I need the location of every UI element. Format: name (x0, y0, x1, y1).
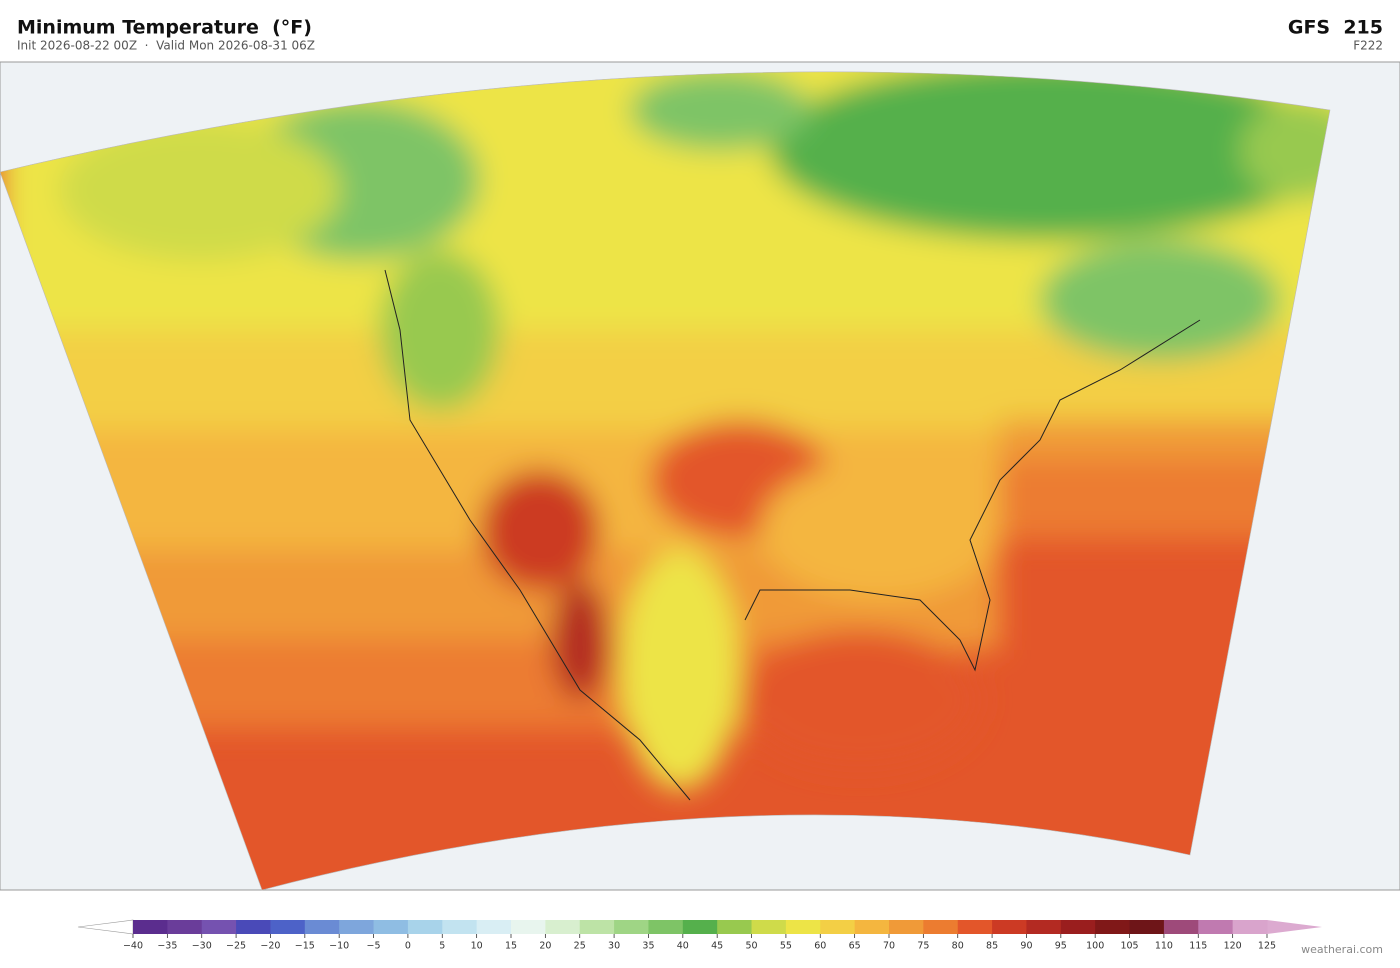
colorbar-tick-label: 120 (1224, 941, 1242, 952)
colorbar-segment (1060, 920, 1096, 934)
colorbar-tick-label: 25 (574, 941, 586, 952)
colorbar-tick-label: 125 (1258, 941, 1276, 952)
colorbar-tick-label: 60 (814, 941, 826, 952)
colorbar-segment (201, 920, 237, 934)
colorbar-tick-label: −5 (367, 941, 381, 952)
colorbar-tick-label: 95 (1055, 941, 1067, 952)
colorbar-tick-label: 55 (780, 941, 792, 952)
colorbar-tick-label: 75 (917, 941, 929, 952)
colorbar-tick-label: 20 (539, 941, 551, 952)
colorbar-segment (854, 920, 890, 934)
colorbar-tick-label: −10 (329, 941, 349, 952)
temperature-field (0, 71, 1330, 891)
colorbar-tick-label: 85 (986, 941, 998, 952)
colorbar-segment (682, 920, 718, 934)
colorbar-segment (579, 920, 615, 934)
colorbar-segment (1198, 920, 1234, 934)
subtitle: Init 2026-08-22 00Z · Valid Mon 2026-08-… (17, 39, 315, 53)
colorbar-tick-label: 35 (642, 941, 654, 952)
colorbar-tick-label: 110 (1155, 941, 1173, 952)
colorbar-tick-label: −30 (192, 941, 212, 952)
colorbar-segment (717, 920, 753, 934)
colorbar-tick-label: −20 (260, 941, 280, 952)
colorbar-segment (614, 920, 649, 934)
coastline (384, 269, 1201, 801)
colorbar-segment (785, 920, 821, 934)
colorbar-segment (820, 920, 856, 934)
colorbar-segment (133, 920, 168, 934)
colorbar-segment (339, 920, 375, 934)
colorbar-segment (889, 920, 924, 934)
colorbar-segment (236, 920, 271, 934)
title: Minimum Temperature (°F) (17, 17, 312, 39)
colorbar-over (1267, 920, 1322, 934)
colorbar-segment (957, 920, 993, 934)
colorbar-tick-label: 15 (505, 941, 517, 952)
colorbar-tick-label: 40 (677, 941, 689, 952)
colorbar-tick-label: 80 (952, 941, 964, 952)
colorbar-segment (476, 920, 512, 934)
colorbar-segment (1129, 920, 1165, 934)
colorbar-tick-label: 70 (883, 941, 895, 952)
colorbar-segment (511, 920, 546, 934)
colorbar-tick-label: 10 (471, 941, 483, 952)
colorbar-tick-label: 105 (1120, 941, 1138, 952)
colorbar-segment (648, 920, 684, 934)
colorbar-tick-label: 5 (439, 941, 445, 952)
colorbar-segment (442, 920, 478, 934)
colorbar-segment (167, 920, 203, 934)
colorbar-segment (1095, 920, 1131, 934)
forecast-hour: F222 (1353, 39, 1383, 53)
colorbar-segment (545, 920, 581, 934)
colorbar-segment (304, 920, 340, 934)
domain-outline (0, 71, 1331, 891)
colorbar-tick-label: −40 (123, 941, 143, 952)
colorbar-tick-label: 45 (711, 941, 723, 952)
colorbar-segment (1232, 920, 1268, 934)
colorbar-under (77, 919, 134, 935)
colorbar-segment (407, 920, 443, 934)
colorbar-segment (751, 920, 787, 934)
colorbar-tick-label: 90 (1020, 941, 1032, 952)
colorbar-tick-label: 100 (1086, 941, 1104, 952)
colorbar-tick-label: 115 (1189, 941, 1207, 952)
watermark: weatherai.com (1301, 943, 1383, 956)
colorbar-segment (923, 920, 959, 934)
colorbar-tick-label: 50 (745, 941, 757, 952)
colorbar-tick-label: −25 (226, 941, 246, 952)
model: GFS 215 (1288, 17, 1383, 39)
colorbar-tick-label: −15 (295, 941, 315, 952)
colorbar-tick-label: 30 (608, 941, 620, 952)
colorbar-tick-label: 0 (405, 941, 411, 952)
colorbar-tick-label: −35 (157, 941, 177, 952)
colorbar-segment (992, 920, 1027, 934)
colorbar-segment (373, 920, 409, 934)
colorbar-segment (1163, 920, 1199, 934)
colorbar-segment (1026, 920, 1062, 934)
colorbar-tick-label: 65 (849, 941, 861, 952)
colorbar-segment (270, 920, 306, 934)
